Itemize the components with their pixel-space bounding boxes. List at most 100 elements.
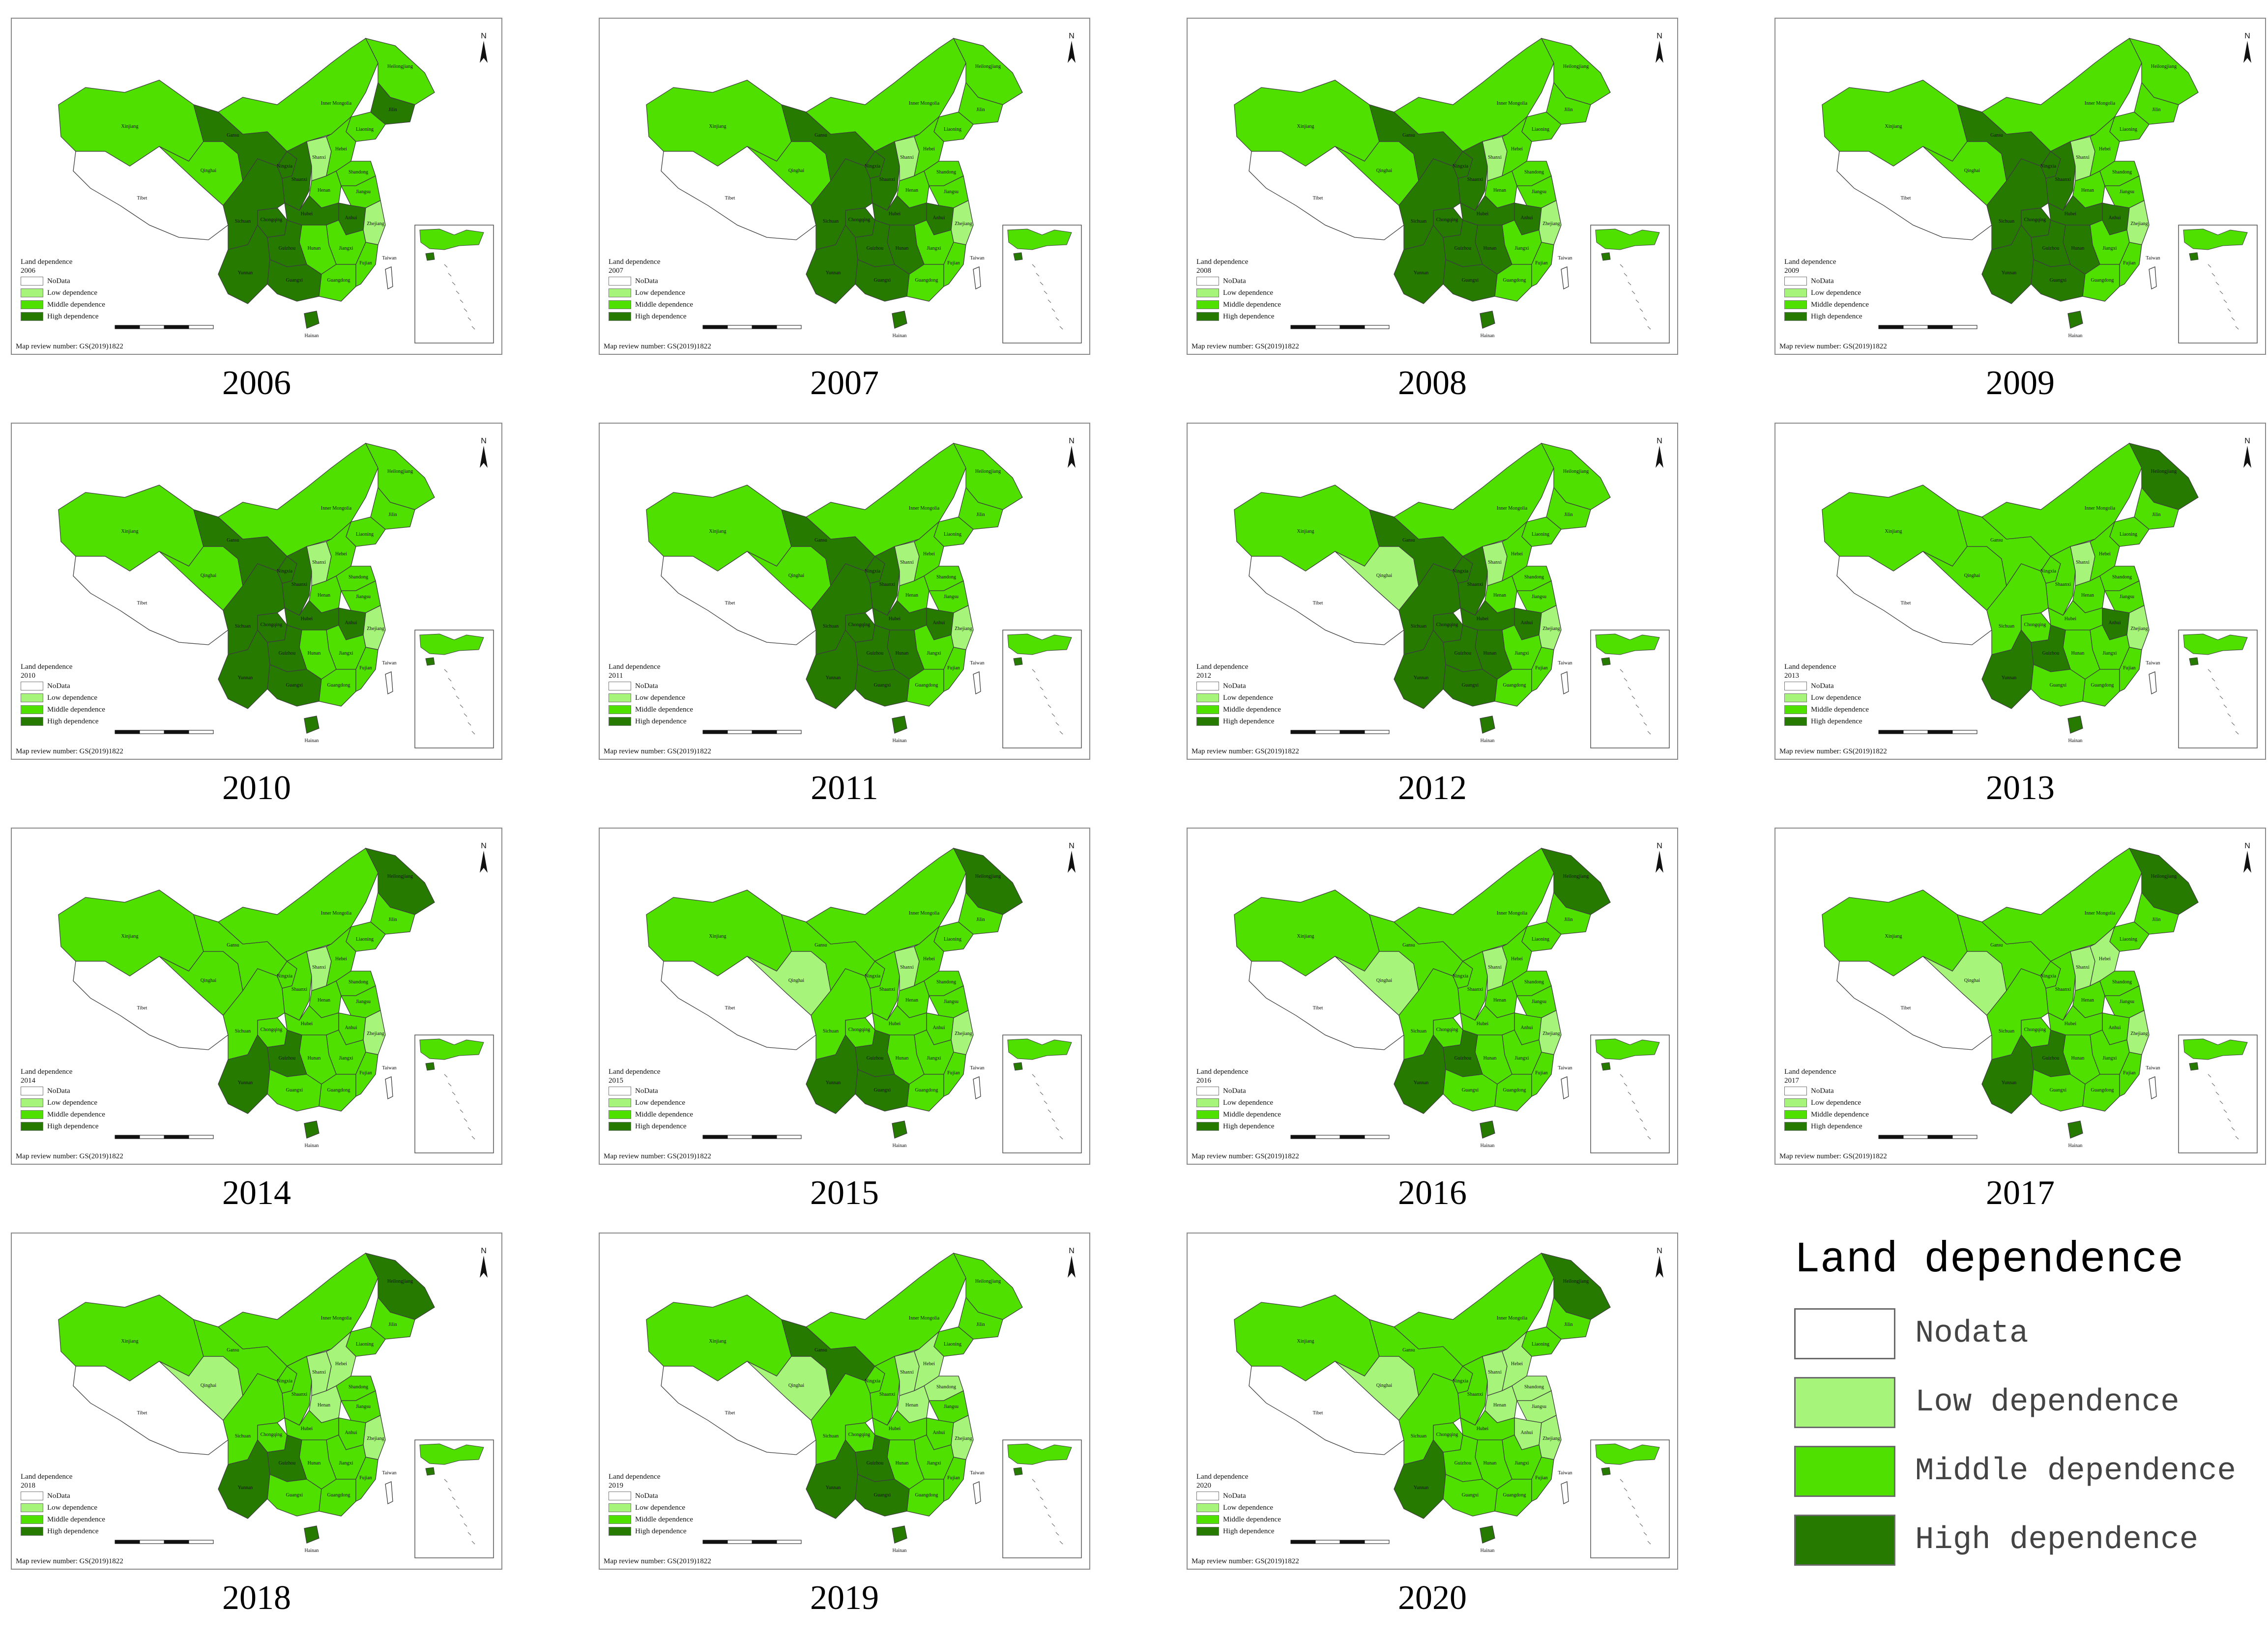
panel-legend-item: NoData bbox=[609, 680, 693, 692]
province-hebei bbox=[326, 1330, 356, 1392]
scale-bar-segment bbox=[1339, 325, 1365, 329]
province-label-jilin: Jilin bbox=[388, 512, 397, 517]
province-label-shanxi: Shanxi bbox=[312, 155, 326, 160]
province-label-anhui: Anhui bbox=[345, 620, 357, 626]
province-label-hubei: Hubei bbox=[2064, 1021, 2077, 1027]
province-label-hunan: Hunan bbox=[896, 1056, 909, 1061]
province-label-shanxi: Shanxi bbox=[1488, 965, 1502, 970]
province-label-gansu: Gansu bbox=[1402, 943, 1415, 948]
province-label-yunnan: Yunnan bbox=[1414, 675, 1429, 681]
province-label-qinghai: Qinghai bbox=[201, 978, 216, 983]
province-label-shandong: Shandong bbox=[1524, 170, 1544, 175]
province-label-ningxia: Ningxia bbox=[865, 1378, 881, 1384]
panel-legend-item: High dependence bbox=[609, 311, 693, 322]
panel-legend-label: Low dependence bbox=[635, 1504, 686, 1512]
legend-item-middle: Middle dependence bbox=[1794, 1437, 2236, 1506]
province-label-chongqing: Chongqing bbox=[1436, 217, 1458, 223]
province-label-shanxi: Shanxi bbox=[1488, 560, 1502, 565]
panel-legend-item: NoData bbox=[1196, 1490, 1281, 1502]
north-arrow-icon bbox=[1656, 41, 1663, 63]
province-label-shanxi: Shanxi bbox=[900, 560, 914, 565]
province-label-fujian: Fujian bbox=[359, 1070, 372, 1076]
province-hebei bbox=[2090, 925, 2120, 987]
inset-island-dash bbox=[2231, 1127, 2235, 1131]
panel-legend-label: Middle dependence bbox=[635, 706, 693, 714]
province-label-tibet: Tibet bbox=[1901, 601, 1911, 606]
inset-island-dash bbox=[1036, 1488, 1040, 1492]
province-label-chongqing: Chongqing bbox=[848, 622, 870, 628]
panel-legend-title: Land dependence bbox=[21, 1473, 73, 1481]
province-label-hunan: Hunan bbox=[308, 1056, 321, 1061]
inset-island-dash bbox=[452, 1091, 456, 1095]
province-label-shandong: Shandong bbox=[936, 574, 956, 580]
province-label-hubei: Hubei bbox=[1477, 616, 1489, 622]
panel-legend-title: Land dependence bbox=[1784, 1068, 1836, 1076]
panel-legend-label: Low dependence bbox=[1223, 694, 1274, 702]
scale-bar-segment bbox=[1927, 730, 1953, 734]
province-label-chongqing: Chongqing bbox=[1436, 622, 1458, 628]
province-label-shaanxi: Shaanxi bbox=[291, 177, 307, 182]
china-map: Xinjiang Tibet Qinghai Gansu Inner Mongolia H… bbox=[1234, 437, 1670, 748]
inset-mainland bbox=[1595, 229, 1660, 250]
province-label-heilongjiang: Heilongjiang bbox=[975, 1279, 1001, 1284]
province-label-heilongjiang: Heilongjiang bbox=[975, 469, 1001, 474]
province-label-shandong: Shandong bbox=[1524, 1384, 1544, 1390]
panel-legend-swatch bbox=[1196, 312, 1219, 321]
province-label-sichuan: Sichuan bbox=[1999, 624, 2014, 629]
inset-island-dash bbox=[1055, 722, 1059, 726]
panel-legend-item: Low dependence bbox=[1784, 287, 1869, 299]
panel-legend-year: 2008 bbox=[1196, 267, 1211, 275]
province-label-guangdong: Guangdong bbox=[327, 278, 350, 283]
panel-legend-title: Land dependence bbox=[609, 258, 661, 266]
panel-legend-item: NoData bbox=[21, 1490, 105, 1502]
inset-island-dash bbox=[1631, 290, 1635, 294]
province-label-innermongolia: Inner Mongolia bbox=[2085, 101, 2116, 106]
panel-legend-item: Low dependence bbox=[1784, 1097, 1869, 1109]
province-label-shanxi: Shanxi bbox=[2076, 965, 2090, 970]
scale-bar-segment bbox=[776, 325, 802, 329]
province-label-guizhou: Guizhou bbox=[867, 1461, 883, 1466]
panel-legend-item: Middle dependence bbox=[609, 704, 693, 716]
inset-mainland bbox=[2183, 229, 2248, 250]
panel-legend-label: NoData bbox=[1223, 1492, 1246, 1500]
province-label-fujian: Fujian bbox=[359, 1475, 372, 1481]
inset-island-dash bbox=[1635, 299, 1639, 303]
province-label-zhejiang: Zhejiang bbox=[955, 1031, 972, 1036]
panel-legend-item: Middle dependence bbox=[1196, 704, 1281, 716]
province-label-qinghai: Qinghai bbox=[201, 168, 216, 173]
year-caption-2019: 2019 bbox=[810, 1579, 879, 1617]
province-innermongolia bbox=[1981, 38, 2142, 152]
inset-island-dash bbox=[452, 282, 456, 286]
scale-bar-segment bbox=[1290, 1135, 1316, 1139]
province-label-jiangxi: Jiangxi bbox=[339, 651, 353, 656]
province-label-taiwan: Taiwan bbox=[2146, 256, 2160, 261]
province-label-xinjiang: Xinjiang bbox=[1885, 529, 1902, 534]
scale-bar-segment bbox=[776, 1135, 802, 1139]
province-label-hubei: Hubei bbox=[889, 616, 901, 622]
province-label-anhui: Anhui bbox=[933, 215, 945, 221]
province-label-gansu: Gansu bbox=[227, 538, 239, 543]
inset-island-dash bbox=[2223, 299, 2227, 303]
panel-legend-swatch bbox=[1784, 1110, 1807, 1119]
inset-mainland bbox=[419, 633, 484, 655]
panel-legend-swatch bbox=[1196, 1492, 1219, 1500]
province-label-guangxi: Guangxi bbox=[874, 1492, 891, 1498]
province-label-guangxi: Guangxi bbox=[1462, 1088, 1479, 1093]
province-label-hebei: Hebei bbox=[923, 956, 935, 962]
province-taiwan bbox=[385, 671, 393, 694]
scale-bar-segment bbox=[752, 730, 777, 734]
province-label-tibet: Tibet bbox=[1313, 1005, 1323, 1011]
province-fujian bbox=[1531, 1052, 1554, 1097]
province-label-jilin: Jilin bbox=[388, 107, 397, 113]
province-hebei bbox=[1502, 520, 1532, 582]
province-label-ningxia: Ningxia bbox=[865, 974, 881, 979]
panel-legend-swatch bbox=[609, 288, 631, 297]
panel-legend-swatch bbox=[609, 300, 631, 309]
panel-legend-label: Middle dependence bbox=[1223, 1516, 1281, 1523]
legend-item-high: High dependence bbox=[1794, 1506, 2236, 1575]
panel-legend-label: Middle dependence bbox=[1811, 301, 1869, 309]
panel-legend-item: Middle dependence bbox=[1784, 1109, 1869, 1120]
province-label-jiangxi: Jiangxi bbox=[1515, 246, 1529, 251]
china-map: Xinjiang Tibet Qinghai Gansu Inner Mongolia H… bbox=[1822, 437, 2258, 748]
province-label-gansu: Gansu bbox=[227, 1348, 239, 1353]
